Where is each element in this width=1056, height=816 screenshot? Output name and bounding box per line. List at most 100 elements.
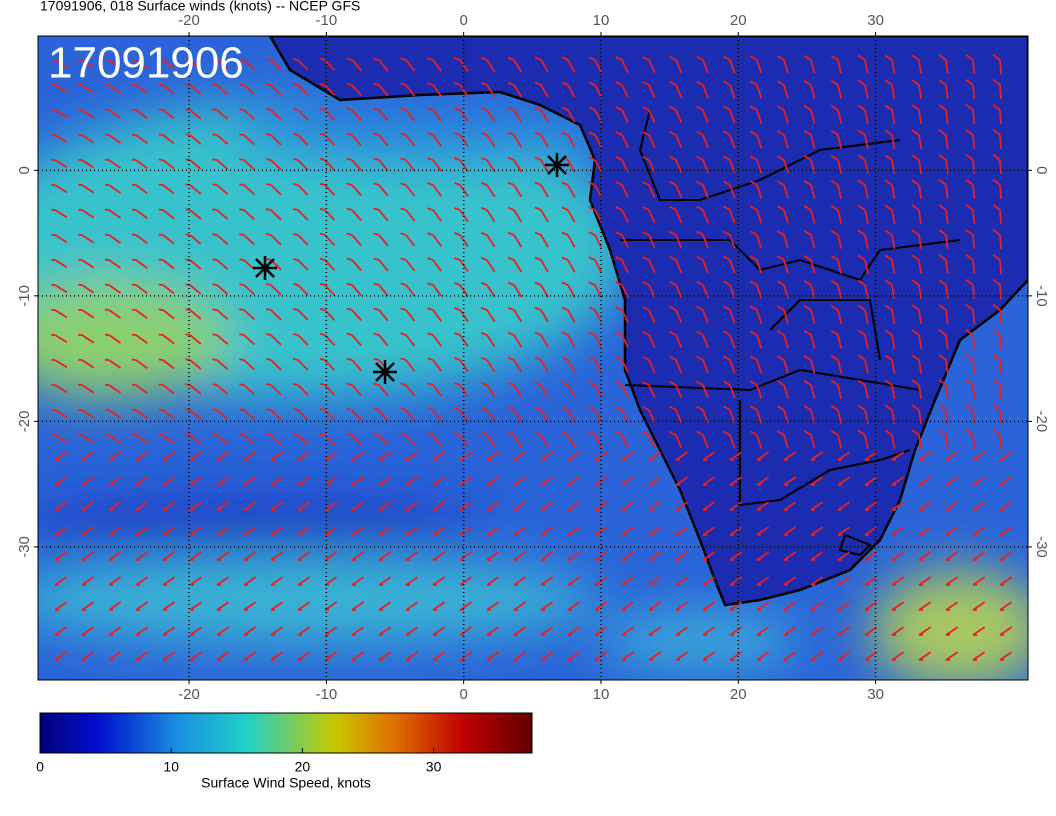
wind-barb bbox=[454, 307, 469, 323]
wind-barb bbox=[54, 601, 68, 611]
wind-barb bbox=[857, 54, 869, 74]
wind-barb bbox=[346, 282, 362, 297]
wind-barb bbox=[534, 56, 549, 73]
wind-barb bbox=[776, 80, 789, 99]
wind-barb bbox=[507, 256, 523, 273]
wind-barb bbox=[642, 106, 656, 124]
wind-barb bbox=[675, 601, 689, 611]
wind-barb bbox=[216, 551, 230, 561]
wind-barb bbox=[540, 626, 554, 636]
wind-barb bbox=[373, 232, 389, 247]
wind-barb bbox=[131, 208, 148, 220]
wind-barb bbox=[965, 253, 976, 274]
wind-barb bbox=[567, 651, 581, 661]
wind-barb bbox=[837, 526, 851, 536]
wind-barb bbox=[104, 233, 122, 244]
wind-barb bbox=[621, 451, 635, 461]
wind-barb bbox=[292, 183, 309, 196]
wind-barb bbox=[400, 157, 416, 172]
wind-barb bbox=[454, 107, 469, 123]
wind-barb bbox=[776, 280, 789, 299]
wind-barb bbox=[884, 204, 896, 224]
wind-barb bbox=[830, 229, 843, 249]
wind-barb bbox=[696, 105, 709, 124]
colorbar-tick-label: 0 bbox=[36, 759, 44, 775]
wind-barb bbox=[297, 576, 311, 586]
wind-barb bbox=[212, 83, 229, 95]
wind-barb bbox=[131, 258, 148, 270]
wind-barb bbox=[297, 451, 311, 461]
wind-barb bbox=[669, 180, 683, 199]
wind-barb bbox=[561, 306, 576, 323]
x-tick-label: -20 bbox=[178, 12, 200, 29]
wind-barb bbox=[540, 476, 554, 486]
wind-barb bbox=[729, 626, 743, 636]
wind-barb bbox=[432, 576, 446, 586]
wind-barb bbox=[158, 333, 175, 345]
wind-barb bbox=[938, 329, 949, 350]
wind-barb bbox=[507, 156, 523, 173]
wind-barb bbox=[749, 205, 763, 224]
wind-barb bbox=[810, 451, 824, 461]
wind-barb bbox=[400, 257, 416, 272]
wind-barb bbox=[400, 82, 416, 97]
wind-barb bbox=[669, 305, 683, 324]
wind-barb bbox=[427, 307, 443, 322]
wind-barb bbox=[588, 81, 603, 98]
wind-barb bbox=[567, 526, 581, 536]
wind-barb bbox=[729, 476, 743, 486]
wind-barb bbox=[131, 283, 148, 295]
wind-barb bbox=[567, 626, 581, 636]
wind-barb bbox=[158, 308, 175, 320]
wind-barb bbox=[108, 626, 122, 636]
wind-barb bbox=[776, 155, 789, 174]
wind-barb bbox=[884, 154, 896, 174]
wind-barb bbox=[158, 208, 175, 220]
wind-barb bbox=[486, 551, 500, 561]
wind-barb bbox=[405, 601, 419, 611]
wind-barb bbox=[972, 476, 986, 486]
wind-barb bbox=[830, 304, 843, 324]
wind-barb bbox=[588, 131, 603, 148]
wind-barb bbox=[938, 129, 949, 150]
wind-barb bbox=[78, 208, 95, 219]
wind-barb bbox=[938, 279, 949, 300]
wind-barb bbox=[864, 576, 878, 586]
wind-barb bbox=[486, 526, 500, 536]
wind-barb bbox=[373, 432, 389, 447]
wind-barb bbox=[54, 576, 68, 586]
wind-barb bbox=[324, 451, 338, 461]
wind-barb bbox=[702, 526, 716, 536]
wind-barb bbox=[534, 231, 549, 248]
wind-barb bbox=[776, 230, 789, 249]
wind-barb bbox=[373, 182, 389, 197]
wind-barb bbox=[810, 576, 824, 586]
wind-barb bbox=[507, 331, 523, 348]
wind-barb bbox=[427, 282, 443, 297]
wind-barb bbox=[239, 233, 255, 246]
wind-barb bbox=[135, 576, 149, 586]
wind-barb bbox=[669, 105, 683, 124]
wind-barb bbox=[567, 551, 581, 561]
wind-barb bbox=[373, 332, 389, 347]
wind-barb bbox=[999, 651, 1013, 661]
wind-barb bbox=[702, 451, 716, 461]
wind-barb bbox=[669, 355, 683, 374]
wind-barb bbox=[189, 526, 203, 536]
wind-barb bbox=[911, 79, 922, 99]
wind-barb bbox=[588, 181, 603, 198]
wind-barb bbox=[938, 54, 949, 75]
wind-barb bbox=[992, 178, 1002, 200]
wind-barb bbox=[857, 304, 869, 324]
wind-barb bbox=[270, 651, 284, 661]
y-tick-label: 0 bbox=[16, 166, 33, 174]
wind-barb bbox=[749, 55, 763, 74]
wind-barb bbox=[945, 451, 959, 461]
map-title: 17091906, 018 Surface winds (knots) -- N… bbox=[40, 0, 360, 14]
wind-barb bbox=[891, 526, 905, 536]
wind-barb bbox=[104, 433, 122, 444]
wind-barb bbox=[427, 157, 443, 172]
wind-barb bbox=[675, 576, 689, 586]
wind-barb bbox=[749, 280, 763, 299]
